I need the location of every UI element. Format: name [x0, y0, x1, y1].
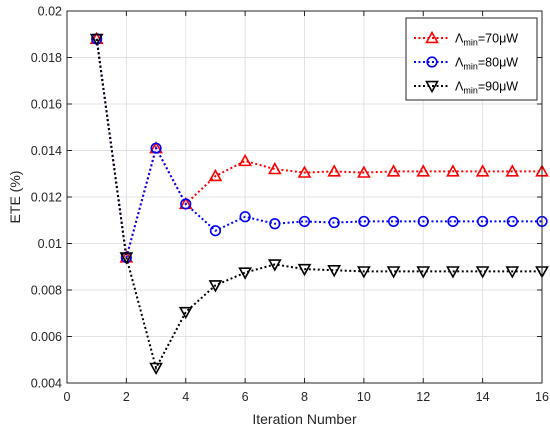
data-point [149, 362, 163, 376]
data-point [416, 164, 431, 177]
data-point [208, 280, 223, 293]
legend-entry: Λmin=90μW [414, 80, 518, 96]
y-tick-label: 0.014 [31, 144, 62, 158]
y-tick-label: 0.01 [38, 237, 62, 251]
data-point [357, 266, 371, 279]
legend-marker [425, 80, 439, 94]
data-point [475, 266, 490, 279]
data-point [238, 267, 252, 280]
data-point [386, 266, 401, 279]
legend: Λmin=70μW Λmin=80μW Λmin=90μW [405, 17, 538, 101]
y-tick-label: 0.004 [31, 377, 62, 391]
legend-label: Λmin=80μW [455, 56, 518, 72]
data-point [209, 225, 222, 237]
series-triangle-down [89, 33, 549, 376]
data-point [298, 215, 311, 228]
series-circle [91, 33, 548, 264]
x-tick-label: 6 [242, 390, 249, 404]
y-tick-label: 0.016 [31, 98, 62, 112]
data-point [505, 266, 520, 279]
data-point [387, 215, 400, 228]
legend-marker [425, 30, 439, 44]
data-point [447, 215, 459, 228]
data-point [446, 164, 460, 177]
data-point [267, 161, 282, 175]
data-point [328, 216, 340, 229]
data-point [208, 168, 223, 182]
data-point [327, 265, 342, 278]
x-tick-label: 2 [123, 390, 130, 404]
data-point [150, 142, 162, 154]
data-point [119, 252, 134, 265]
data-point [475, 164, 490, 177]
series-line [95, 38, 542, 258]
legend-marker [426, 56, 438, 68]
y-tick-label: 0.02 [38, 5, 62, 19]
data-point [238, 153, 252, 167]
series-line [95, 38, 542, 371]
y-tick-label: 0.018 [31, 51, 62, 65]
x-tick-label: 12 [416, 390, 430, 404]
x-tick-label: 10 [357, 390, 371, 404]
data-point [180, 198, 192, 210]
legend-label: Λmin=70μW [455, 32, 518, 48]
legend-entry: Λmin=70μW [414, 30, 518, 48]
axis-ticks: 0 2 4 6 8 10 12 14 16 0.004 0.006 0.008 0.01 0.012 0.0… [31, 5, 549, 405]
y-tick-label: 0.008 [31, 284, 62, 298]
x-axis-label: Iteration Number [252, 411, 357, 427]
data-point [506, 215, 518, 228]
data-point [417, 215, 429, 228]
data-point [357, 165, 371, 178]
x-tick-label: 16 [535, 390, 549, 404]
x-tick-label: 14 [476, 390, 490, 404]
y-tick-label: 0.012 [31, 191, 62, 205]
data-point [269, 218, 281, 230]
legend-entry: Λmin=80μW [414, 56, 518, 72]
data-point [89, 33, 104, 47]
data-point [505, 164, 520, 177]
legend-label: Λmin=90μW [455, 80, 518, 96]
data-point [267, 259, 282, 272]
data-point [327, 164, 342, 177]
y-axis-label: ETE (%) [7, 171, 23, 224]
x-tick-label: 8 [301, 390, 308, 404]
x-tick-label: 0 [64, 390, 71, 404]
series-layer [89, 31, 549, 376]
y-tick-label: 0.006 [31, 330, 62, 344]
x-tick-label: 4 [182, 390, 189, 404]
data-point [446, 266, 460, 279]
data-point [297, 263, 312, 277]
data-point [477, 215, 489, 228]
data-point [297, 165, 312, 178]
data-point [416, 266, 431, 279]
data-point [239, 211, 251, 223]
data-point [358, 215, 370, 228]
data-point [386, 164, 401, 177]
data-point [178, 306, 193, 320]
